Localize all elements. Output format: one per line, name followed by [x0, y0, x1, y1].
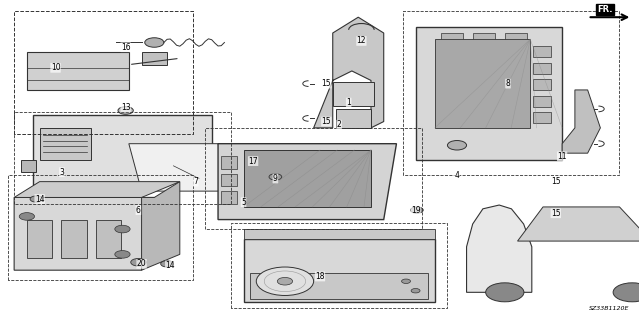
Text: 20: 20: [137, 259, 147, 268]
Text: FR.: FR.: [597, 5, 612, 14]
Polygon shape: [473, 33, 495, 39]
Polygon shape: [27, 219, 52, 257]
Circle shape: [613, 283, 640, 302]
Circle shape: [118, 107, 133, 114]
Polygon shape: [221, 191, 237, 204]
Text: 9: 9: [273, 174, 278, 183]
Text: 3: 3: [60, 168, 65, 177]
Polygon shape: [333, 82, 374, 106]
Polygon shape: [534, 63, 551, 74]
Text: FR.: FR.: [597, 5, 612, 14]
Circle shape: [30, 196, 43, 202]
Polygon shape: [534, 79, 551, 90]
Polygon shape: [244, 150, 371, 207]
Text: 2: 2: [337, 120, 342, 129]
Circle shape: [131, 258, 146, 266]
Text: 11: 11: [557, 152, 567, 161]
Circle shape: [447, 141, 467, 150]
Polygon shape: [33, 115, 212, 185]
Polygon shape: [534, 46, 551, 57]
Polygon shape: [218, 144, 396, 219]
Circle shape: [115, 250, 130, 258]
Circle shape: [168, 157, 179, 162]
Polygon shape: [534, 96, 551, 107]
Text: 1: 1: [346, 98, 351, 107]
Circle shape: [256, 267, 314, 295]
Polygon shape: [221, 174, 237, 186]
Polygon shape: [141, 182, 180, 270]
Polygon shape: [40, 128, 91, 160]
Circle shape: [410, 207, 423, 213]
Polygon shape: [141, 52, 167, 65]
Text: SZ33B1120E: SZ33B1120E: [589, 306, 629, 311]
Text: 13: 13: [121, 103, 131, 112]
Polygon shape: [14, 197, 154, 270]
Text: 16: 16: [121, 43, 131, 52]
Polygon shape: [441, 33, 463, 39]
Circle shape: [486, 283, 524, 302]
Text: 15: 15: [551, 209, 561, 218]
Polygon shape: [244, 229, 435, 239]
Polygon shape: [518, 207, 640, 241]
Polygon shape: [221, 156, 237, 169]
Circle shape: [115, 225, 130, 233]
Circle shape: [145, 38, 164, 47]
Polygon shape: [562, 90, 600, 153]
Circle shape: [161, 261, 173, 267]
Text: 6: 6: [136, 206, 141, 215]
Polygon shape: [336, 109, 371, 128]
Polygon shape: [415, 27, 562, 160]
Polygon shape: [96, 219, 121, 257]
Circle shape: [19, 213, 35, 220]
Text: 15: 15: [321, 79, 331, 88]
Text: 15: 15: [321, 117, 331, 126]
Text: 4: 4: [454, 171, 460, 180]
Text: 7: 7: [193, 177, 198, 186]
Circle shape: [277, 278, 292, 285]
Polygon shape: [534, 112, 551, 123]
Circle shape: [401, 279, 410, 284]
Text: 8: 8: [506, 79, 510, 88]
Polygon shape: [314, 17, 384, 128]
Polygon shape: [61, 219, 87, 257]
Text: 18: 18: [316, 272, 324, 281]
Polygon shape: [250, 273, 428, 299]
Text: 17: 17: [248, 157, 258, 166]
Circle shape: [269, 174, 282, 180]
Text: 14: 14: [166, 261, 175, 270]
Polygon shape: [244, 239, 435, 302]
Polygon shape: [505, 33, 527, 39]
Text: 12: 12: [356, 36, 366, 45]
Polygon shape: [467, 205, 532, 292]
Polygon shape: [435, 39, 531, 128]
Polygon shape: [27, 52, 129, 90]
Polygon shape: [14, 182, 180, 197]
Text: 10: 10: [51, 63, 60, 72]
Text: 19: 19: [411, 206, 420, 215]
Text: 15: 15: [551, 177, 561, 186]
Polygon shape: [20, 160, 36, 172]
Text: 5: 5: [241, 198, 246, 207]
Polygon shape: [129, 144, 231, 191]
Text: 14: 14: [35, 195, 44, 204]
Circle shape: [411, 288, 420, 293]
